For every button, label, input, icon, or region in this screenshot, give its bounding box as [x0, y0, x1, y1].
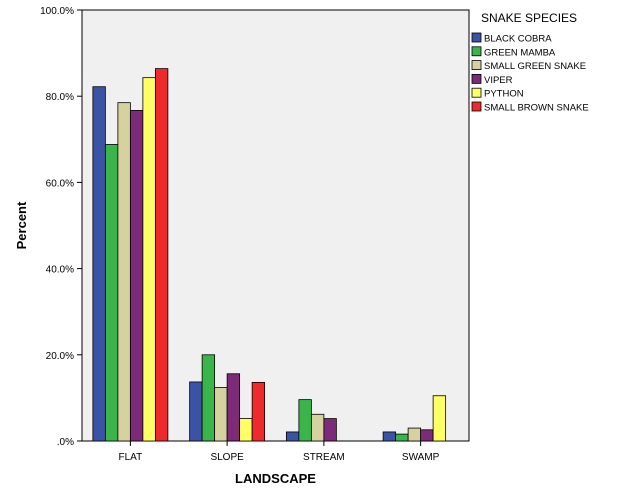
bar [420, 429, 434, 442]
legend-swatch [471, 74, 482, 84]
legend-label: SMALL GREEN SNAKE [484, 61, 586, 72]
bar [432, 395, 447, 442]
y-tick-label: 60.0% [46, 178, 74, 189]
bar [239, 418, 253, 442]
x-tick-label: FLAT [119, 452, 143, 463]
bar [251, 381, 266, 442]
bar [285, 431, 300, 442]
legend-swatch [471, 87, 482, 98]
bar [129, 110, 144, 442]
x-axis: FLAT SLOPE STREAM SWAMP [119, 441, 440, 463]
bar [189, 381, 203, 442]
x-axis-title: LANDSCAPE [235, 471, 316, 486]
bar [226, 373, 241, 442]
x-tick-label: SWAMP [402, 452, 440, 463]
bar [104, 144, 119, 442]
legend-label: BLACK COBRA [484, 34, 552, 45]
bar [117, 102, 131, 442]
legend-label: VIPER [484, 75, 513, 86]
legend-swatch [471, 60, 482, 70]
bar [395, 433, 409, 442]
bar [310, 413, 325, 442]
x-tick-label: STREAM [303, 452, 345, 463]
y-axis-title: Percent [14, 201, 29, 249]
bar [201, 354, 216, 442]
bar [298, 399, 312, 442]
legend: SNAKE SPECIES BLACK COBRA GREEN MAMBA SMAL… [471, 11, 589, 114]
legend-swatch [471, 46, 482, 57]
bar [214, 387, 228, 442]
bar [154, 68, 169, 442]
y-axis: .0% 20.0% 40.0% 60.0% 80.0% 100.0% [40, 6, 82, 448]
legend-swatch [471, 101, 482, 112]
bar [92, 86, 106, 442]
y-tick-label: 20.0% [46, 351, 74, 362]
bars [92, 68, 447, 442]
legend-title: SNAKE SPECIES [481, 11, 577, 25]
bar [142, 77, 156, 442]
y-tick-label: .0% [57, 437, 74, 448]
y-tick-label: 100.0% [40, 6, 74, 17]
legend-label: SMALL BROWN SNAKE [484, 103, 589, 114]
y-tick-label: 40.0% [46, 265, 74, 276]
legend-label: GREEN MAMBA [484, 47, 556, 58]
bar [407, 427, 422, 442]
y-tick-label: 80.0% [46, 92, 74, 103]
bar [323, 418, 337, 442]
x-tick-label: SLOPE [210, 452, 244, 463]
bar [382, 431, 397, 442]
legend-swatch [471, 32, 482, 43]
legend-label: PYTHON [484, 89, 524, 100]
